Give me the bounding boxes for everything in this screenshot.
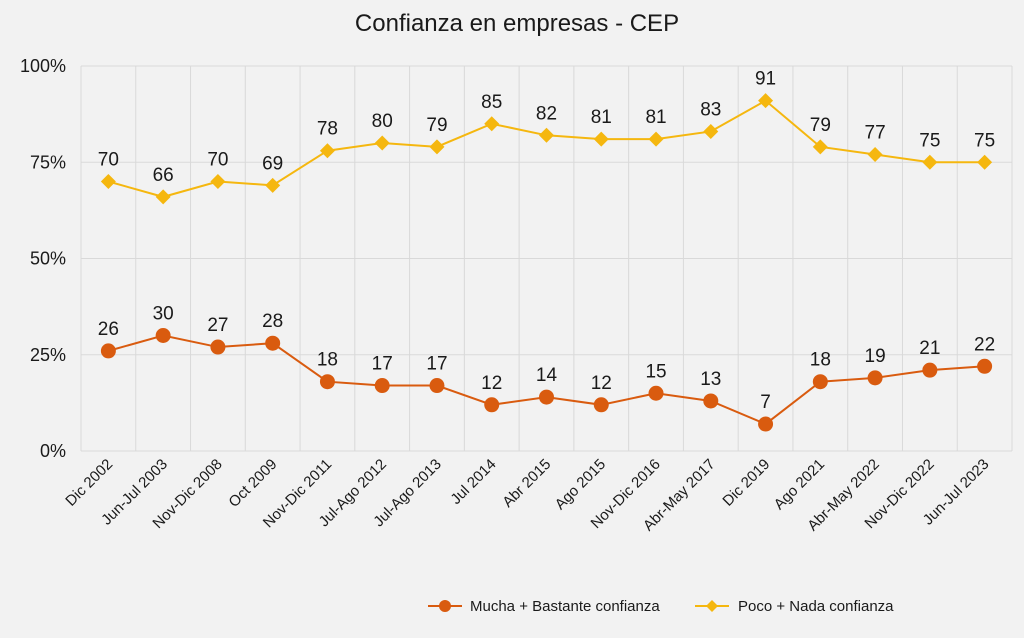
data-point: [593, 131, 609, 147]
data-point: [210, 174, 226, 189]
data-label: 13: [700, 369, 721, 390]
y-tick-label: 0%: [40, 441, 66, 461]
series-2: 70 66 70 69 78 80 79 85 82 81 81 83 91 79 77 75 75: [98, 69, 995, 205]
data-point: [812, 374, 828, 390]
legend-label: Mucha + Bastante confianza: [470, 598, 660, 615]
data-label: 83: [700, 99, 721, 120]
data-point: [977, 154, 993, 170]
data-label: 18: [317, 350, 338, 371]
data-point: [210, 339, 226, 355]
data-point: [648, 385, 664, 401]
data-label: 22: [974, 334, 995, 355]
data-point: [265, 335, 281, 351]
data-label: 75: [919, 130, 940, 151]
data-label: 21: [919, 338, 940, 359]
data-point: [758, 416, 774, 432]
data-label: 12: [591, 373, 612, 394]
data-label: 7: [760, 392, 771, 413]
data-label: 70: [98, 150, 119, 171]
data-label: 19: [865, 346, 886, 367]
data-point: [484, 116, 500, 132]
data-label: 75: [974, 130, 995, 151]
data-label: 78: [317, 119, 338, 140]
data-label: 79: [810, 115, 831, 136]
data-label: 81: [591, 107, 612, 128]
data-label: 27: [207, 315, 228, 336]
data-point: [648, 131, 664, 147]
data-point: [922, 362, 938, 378]
data-point: [703, 393, 719, 409]
data-point: [758, 93, 774, 109]
data-label: 91: [755, 69, 776, 90]
data-point: [100, 343, 116, 359]
data-point: [100, 174, 116, 189]
y-axis-tick-labels: 0% 25% 50% 75% 100%: [20, 56, 66, 461]
data-point: [319, 374, 335, 390]
data-point: [265, 177, 281, 193]
data-label: 30: [153, 304, 174, 325]
legend: Mucha + Bastante confianza Poco + Nada co…: [428, 598, 894, 615]
data-label: 82: [536, 103, 557, 124]
data-label: 14: [536, 365, 558, 386]
data-label: 80: [372, 111, 393, 132]
data-point: [867, 147, 883, 163]
y-tick-label: 100%: [20, 56, 66, 76]
legend-item-2: Poco + Nada confianza: [695, 598, 894, 615]
data-label: 70: [207, 150, 228, 171]
data-point: [155, 189, 171, 205]
data-label: 26: [98, 319, 119, 340]
legend-marker: [706, 600, 718, 612]
y-tick-label: 75%: [30, 152, 66, 172]
data-point: [484, 397, 500, 413]
data-label: 79: [426, 115, 447, 136]
data-point: [429, 378, 445, 394]
legend-item-1: Mucha + Bastante confianza: [428, 598, 660, 615]
data-label: 66: [153, 165, 174, 186]
data-point: [155, 328, 171, 343]
data-point: [319, 143, 335, 159]
data-point: [539, 127, 554, 143]
data-label: 77: [865, 123, 886, 144]
gridlines: [80, 65, 1013, 452]
data-label: 15: [645, 361, 666, 382]
data-label: 17: [426, 354, 447, 375]
data-label: 12: [481, 373, 502, 394]
data-label: 28: [262, 311, 283, 332]
data-point: [429, 139, 445, 155]
data-point: [539, 389, 554, 405]
series-layer: 26 30 27 28 18 17 17 12 14 12 15 13 7 18 19 21 22 70 66 70 6…: [98, 69, 995, 432]
chart-title: Confianza en empresas - CEP: [355, 10, 679, 37]
data-point: [374, 378, 390, 394]
data-label: 85: [481, 92, 502, 113]
data-label: 17: [372, 354, 393, 375]
data-point: [593, 397, 609, 413]
data-point: [812, 139, 828, 155]
series-1: 26 30 27 28 18 17 17 12 14 12 15 13 7 18 19 21 22: [98, 304, 995, 432]
data-point: [703, 123, 719, 139]
data-point: [374, 135, 390, 151]
data-label: 81: [645, 107, 666, 128]
data-label: 69: [262, 153, 283, 174]
data-point: [922, 154, 938, 170]
y-tick-label: 50%: [30, 249, 66, 269]
data-point: [867, 370, 883, 386]
legend-label: Poco + Nada confianza: [738, 598, 894, 615]
data-label: 18: [810, 350, 831, 371]
y-tick-label: 25%: [30, 345, 66, 365]
data-point: [977, 358, 993, 374]
legend-marker: [439, 600, 451, 612]
